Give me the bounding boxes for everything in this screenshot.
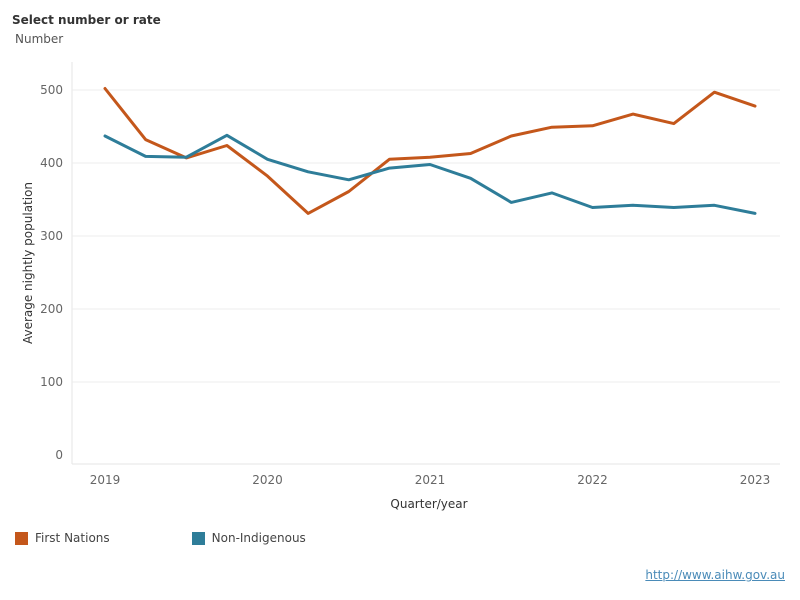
number-rate-selector[interactable]: Number	[15, 32, 64, 46]
line-chart: 0 100 200 300 400 500 2019 2020 2021 2022 2023 Qu…	[21, 62, 780, 511]
filter-title: Select number or rate	[12, 13, 161, 27]
series-lines	[103, 87, 757, 215]
y-tick-label-500: 500	[40, 83, 63, 97]
x-tick-label-2022: 2022	[577, 473, 608, 487]
x-axis-title: Quarter/year	[390, 497, 467, 511]
y-tick-label-100: 100	[40, 375, 63, 389]
source-link[interactable]: http://www.aihw.gov.au	[645, 568, 785, 582]
legend-swatch-non-indigenous	[191, 531, 205, 545]
y-tick-label-200: 200	[40, 302, 63, 316]
gridlines	[71, 62, 780, 465]
y-tick-label-400: 400	[40, 156, 63, 170]
y-tick-label-300: 300	[40, 229, 63, 243]
legend-label-first-nations: First Nations	[35, 531, 110, 545]
x-tick-label-2019: 2019	[90, 473, 121, 487]
y-axis-title: Average nightly population	[21, 182, 35, 344]
y-axis-ticks: 0 100 200 300 400 500	[40, 83, 63, 462]
x-tick-label-2023: 2023	[740, 473, 771, 487]
x-tick-label-2021: 2021	[415, 473, 446, 487]
series-line-non-indigenous	[103, 133, 757, 215]
legend-swatch-first-nations	[15, 531, 28, 545]
x-axis-ticks: 2019 2020 2021 2022 2023	[90, 473, 771, 487]
legend: First Nations Non-Indigenous	[15, 531, 306, 545]
y-tick-label-0: 0	[55, 448, 63, 462]
legend-item-non-indigenous[interactable]: Non-Indigenous	[191, 531, 306, 545]
legend-item-first-nations[interactable]: First Nations	[15, 531, 110, 545]
x-tick-label-2020: 2020	[252, 473, 283, 487]
series-line-first-nations	[103, 87, 757, 215]
legend-label-non-indigenous: Non-Indigenous	[211, 531, 306, 545]
